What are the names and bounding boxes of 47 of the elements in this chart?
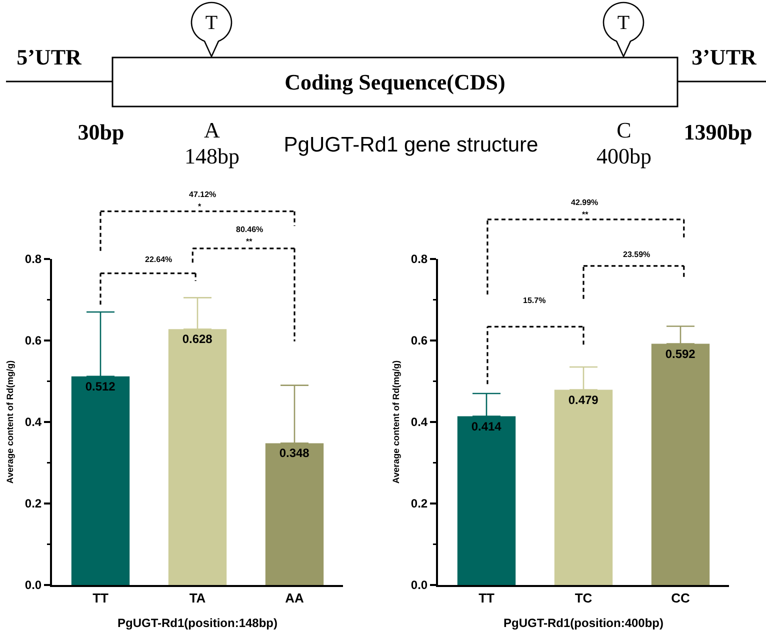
y-axis-title: Average content of Rd(mg/g) [390,360,401,484]
y-axis-title: Average content of Rd(mg/g) [4,360,15,484]
x-tick-label: TT [92,590,108,606]
y-tick-label: 0.6 [24,334,42,348]
data-label: 0.592 [665,346,696,361]
x-tick-label: TC [574,590,593,606]
data-label: 0.512 [85,379,116,394]
text: C [616,118,632,142]
y-tick-label: 0.0 [410,578,428,592]
text: 80.46% [236,225,264,234]
y-tick-label: 0.4 [410,415,428,430]
text: * [198,202,202,211]
annotation: 23.59% [623,250,650,259]
data-label: 0.348 [279,446,310,460]
x-tick-label: TA [189,590,206,606]
text: Coding Sequence(CDS) [284,70,506,94]
text: ** [246,237,254,246]
data-label: 0.628 [182,332,213,346]
x-tick-label: AA [285,590,304,606]
text: A [204,118,220,142]
x-tick-label: CC [671,590,690,606]
text: 30bp [78,120,124,144]
x-axis-title: PgUGT-Rd1(position:400bp) [504,616,664,630]
y-tick-label: 0.8 [24,252,42,266]
text: 148bp [184,144,240,168]
text: ** [582,210,590,219]
y-tick-label: 0.0 [24,578,42,592]
annotation: 15.7% [523,296,546,305]
x-axis-title: PgUGT-Rd1(position:148bp) [118,616,278,630]
x-tick-label: TT [478,590,494,606]
text: T [617,12,630,34]
text: T [205,12,218,34]
data-label: 0.414 [471,419,502,434]
text: 47.12% [189,190,216,199]
y-tick-label: 0.2 [410,496,428,511]
y-tick-label: 0.6 [410,334,428,348]
text: PgUGT-Rd1 gene structure [284,134,538,156]
data-label: 0.479 [568,392,599,407]
y-tick-label: 0.2 [24,496,42,511]
text: 1390bp [684,120,752,144]
text: 3’UTR [692,44,758,70]
y-tick-label: 0.4 [24,415,42,430]
annotation: 22.64% [145,255,172,264]
text: 5’UTR [16,44,82,70]
y-tick-label: 0.8 [410,252,428,266]
text: 400bp [596,144,652,168]
text: 42.99% [571,198,598,207]
